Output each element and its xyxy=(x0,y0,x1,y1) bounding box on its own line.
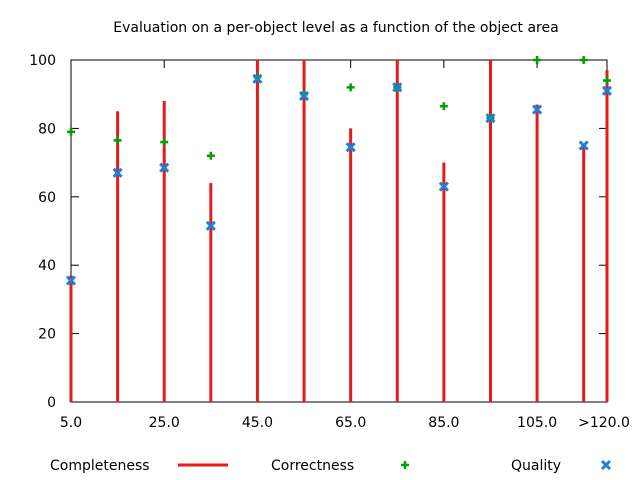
quality-point xyxy=(345,142,356,153)
correctness-point xyxy=(113,136,122,145)
correctness-point xyxy=(67,127,75,136)
legend-swatch-correctness xyxy=(401,461,409,469)
completeness-series xyxy=(69,60,609,402)
quality-point xyxy=(298,90,310,101)
cross-marker-b xyxy=(485,113,496,124)
quality-point xyxy=(601,85,613,96)
axis-ticks: 0 20 40 60 80 100 5.0 25.0 45.0 65.0 85.0 105.0 >120… xyxy=(29,53,630,431)
y-tick-label: 100 xyxy=(29,53,56,69)
quality-point xyxy=(438,181,449,192)
cross-marker-b xyxy=(532,104,543,115)
legend-swatch-quality xyxy=(600,459,612,471)
legend: Completeness Correctness Quality xyxy=(50,458,612,474)
x-tick-label: 25.0 xyxy=(149,415,180,431)
quality-point xyxy=(159,162,170,173)
correctness-point xyxy=(160,138,169,147)
correctness-point xyxy=(533,56,542,64)
cross-marker-b xyxy=(252,73,263,84)
quality-point xyxy=(532,104,543,115)
y-tick-label: 60 xyxy=(38,190,56,206)
x-tick-label: 45.0 xyxy=(242,415,273,431)
correctness-point xyxy=(346,83,355,92)
legend-label-completeness: Completeness xyxy=(50,458,150,474)
correctness-point xyxy=(603,76,611,85)
x-tick-label: 105.0 xyxy=(517,415,557,431)
x-tick-label: 85.0 xyxy=(428,415,459,431)
cross-marker-b xyxy=(205,220,216,231)
quality-point xyxy=(252,73,263,84)
legend-label-quality: Quality xyxy=(511,458,561,474)
cross-marker-b xyxy=(112,167,123,178)
cross-marker-b xyxy=(159,162,170,173)
quality-point xyxy=(392,82,403,93)
chart-title: Evaluation on a per-object level as a fu… xyxy=(113,20,558,36)
correctness-point xyxy=(579,56,588,64)
x-tick-label: 5.0 xyxy=(60,415,82,431)
correctness-point xyxy=(206,151,215,160)
y-tick-label: 40 xyxy=(38,258,56,274)
cross-marker-b xyxy=(65,275,77,286)
cross-marker-b xyxy=(438,181,449,192)
cross-marker-b xyxy=(298,90,310,101)
y-tick-label: 20 xyxy=(38,327,56,343)
y-tick-label: 0 xyxy=(47,395,56,411)
quality-point xyxy=(112,167,123,178)
cross-marker-b xyxy=(601,85,613,96)
legend-label-correctness: Correctness xyxy=(271,458,354,474)
plot-frame xyxy=(70,59,608,403)
quality-point xyxy=(578,140,589,151)
quality-point xyxy=(65,275,77,286)
correctness-point xyxy=(439,102,448,111)
cross-marker-b xyxy=(600,459,612,471)
x-tick-label: 65.0 xyxy=(335,415,366,431)
y-tick-label: 80 xyxy=(38,121,56,137)
quality-point xyxy=(485,113,496,124)
x-tick-label: >120.0 xyxy=(578,415,630,431)
cross-marker-b xyxy=(392,82,403,93)
cross-marker-b xyxy=(578,140,589,151)
cross-marker-b xyxy=(345,142,356,153)
quality-series xyxy=(65,73,613,286)
correctness-series xyxy=(67,56,611,160)
quality-point xyxy=(205,220,216,231)
